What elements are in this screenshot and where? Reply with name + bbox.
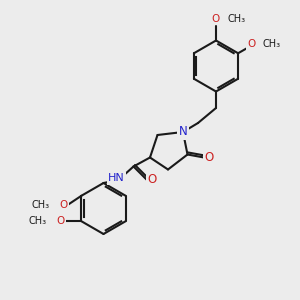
Text: O: O — [147, 173, 156, 187]
Text: O: O — [56, 216, 64, 226]
Text: CH₃: CH₃ — [29, 216, 47, 226]
Text: O: O — [248, 39, 256, 49]
Text: N: N — [178, 125, 188, 139]
Text: CH₃: CH₃ — [32, 200, 50, 210]
Text: CH₃: CH₃ — [263, 39, 281, 49]
Text: O: O — [59, 200, 68, 210]
Text: CH₃: CH₃ — [227, 14, 245, 24]
Text: O: O — [204, 151, 213, 164]
Text: O: O — [212, 14, 220, 24]
Text: HN: HN — [108, 173, 124, 184]
